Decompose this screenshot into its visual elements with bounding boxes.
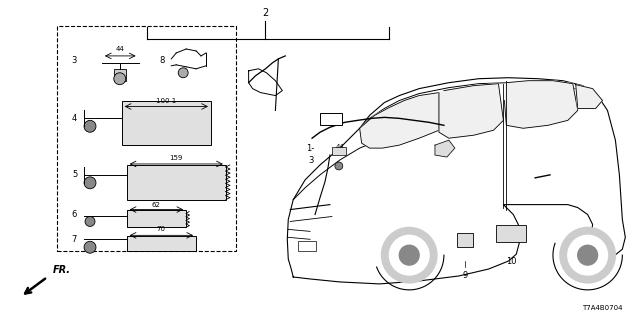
Circle shape — [399, 245, 419, 265]
Bar — [58, 26, 236, 251]
Circle shape — [578, 245, 598, 265]
Bar — [457, 233, 473, 247]
Text: 6: 6 — [72, 210, 77, 219]
Circle shape — [84, 241, 96, 253]
Text: 9: 9 — [462, 271, 467, 280]
Polygon shape — [576, 85, 602, 108]
Text: FR.: FR. — [52, 265, 70, 275]
Text: 159: 159 — [170, 155, 183, 161]
Circle shape — [179, 68, 188, 78]
Circle shape — [335, 162, 343, 170]
Text: 1-: 1- — [306, 144, 314, 153]
Text: 70: 70 — [157, 226, 166, 232]
Text: 5: 5 — [72, 170, 77, 180]
Circle shape — [84, 177, 96, 189]
Bar — [332, 147, 346, 155]
Circle shape — [560, 228, 616, 283]
Circle shape — [84, 120, 96, 132]
Bar — [122, 100, 211, 145]
Bar — [127, 165, 226, 200]
Text: 7: 7 — [72, 235, 77, 244]
Polygon shape — [360, 92, 439, 148]
Text: 44: 44 — [115, 46, 124, 52]
Text: 44: 44 — [335, 144, 344, 150]
Circle shape — [85, 217, 95, 227]
Bar — [127, 210, 186, 228]
Text: 3: 3 — [72, 56, 77, 65]
Text: 100 1: 100 1 — [156, 98, 177, 104]
Text: 10: 10 — [506, 257, 516, 266]
Polygon shape — [435, 140, 455, 157]
Polygon shape — [287, 78, 625, 284]
Circle shape — [568, 235, 607, 275]
Polygon shape — [504, 81, 578, 128]
Bar — [320, 113, 342, 125]
Text: 8: 8 — [159, 56, 164, 65]
Polygon shape — [439, 84, 504, 138]
Circle shape — [114, 73, 125, 85]
Circle shape — [381, 228, 437, 283]
Text: 4: 4 — [72, 114, 77, 123]
Bar — [127, 236, 196, 251]
Circle shape — [389, 235, 429, 275]
Bar — [497, 225, 526, 242]
Text: 2: 2 — [262, 8, 269, 18]
Bar — [114, 69, 125, 81]
Bar — [298, 241, 316, 251]
Text: 62: 62 — [152, 202, 161, 208]
Text: T7A4B0704: T7A4B0704 — [582, 305, 622, 311]
Text: 3: 3 — [308, 156, 314, 164]
